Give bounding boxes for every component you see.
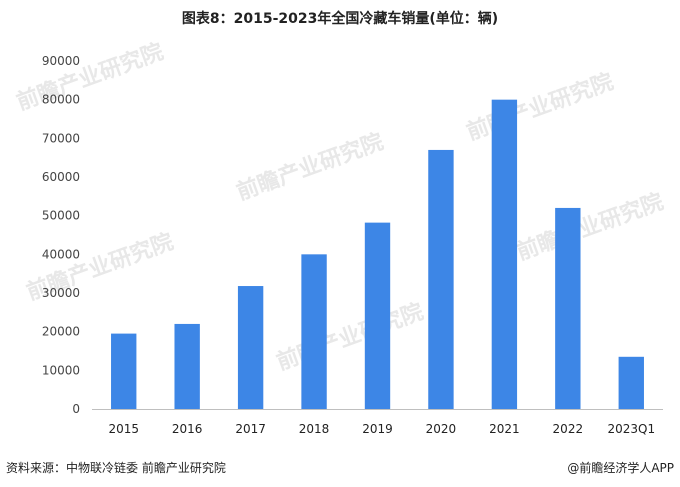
y-tick-label: 30000 [42, 286, 80, 300]
x-tick-label: 2018 [299, 422, 330, 436]
bar-2019 [364, 222, 391, 409]
bar-2017 [237, 286, 264, 409]
bar-2022 [555, 207, 581, 409]
x-tick-label: 2022 [553, 422, 584, 436]
y-tick-label: 10000 [42, 363, 80, 377]
brand-credit: @前瞻经济学人APP [567, 461, 674, 475]
x-tick-label: 2019 [362, 422, 393, 436]
chart-title: 图表8：2015-2023年全国冷藏车销量(单位：辆) [181, 11, 499, 27]
watermark-text: 前瞻产业研究院 [273, 299, 427, 376]
bars [111, 99, 644, 410]
x-tick-label: 2023Q1 [607, 422, 655, 436]
watermark-text: 前瞻产业研究院 [13, 39, 167, 116]
bar-2016 [174, 323, 200, 409]
y-tick-label: 20000 [42, 325, 80, 339]
source-note: 资料来源：中物联冷链委 前瞻产业研究院 [6, 461, 226, 475]
watermark-text: 前瞻产业研究院 [513, 189, 667, 266]
y-tick-label: 50000 [42, 209, 80, 223]
y-axis-ticks: 0 10000 20000 30000 40000 50000 60000 70000 8000… [42, 54, 80, 416]
y-tick-label: 60000 [42, 170, 80, 184]
x-tick-label: 2020 [426, 422, 457, 436]
y-tick-label: 40000 [42, 247, 80, 261]
x-tick-label: 2016 [172, 422, 203, 436]
y-tick-label: 70000 [42, 131, 80, 145]
x-axis-labels: 2015 2016 2017 2018 2019 2020 2021 2022 2023Q1 [108, 422, 655, 436]
x-tick-label: 2015 [108, 422, 139, 436]
bar-2018 [301, 254, 327, 409]
y-tick-label: 90000 [42, 54, 80, 68]
x-tick-label: 2017 [235, 422, 266, 436]
bar-2020 [428, 149, 454, 409]
watermark-text: 前瞻产业研究院 [463, 69, 617, 146]
bar-2023Q1 [618, 356, 644, 409]
y-tick-label: 0 [72, 402, 80, 416]
bar-2021 [491, 99, 518, 410]
y-tick-label: 80000 [42, 93, 80, 107]
x-tick-label: 2021 [489, 422, 520, 436]
watermark-text: 前瞻产业研究院 [233, 129, 387, 206]
bar-2015 [111, 333, 137, 409]
